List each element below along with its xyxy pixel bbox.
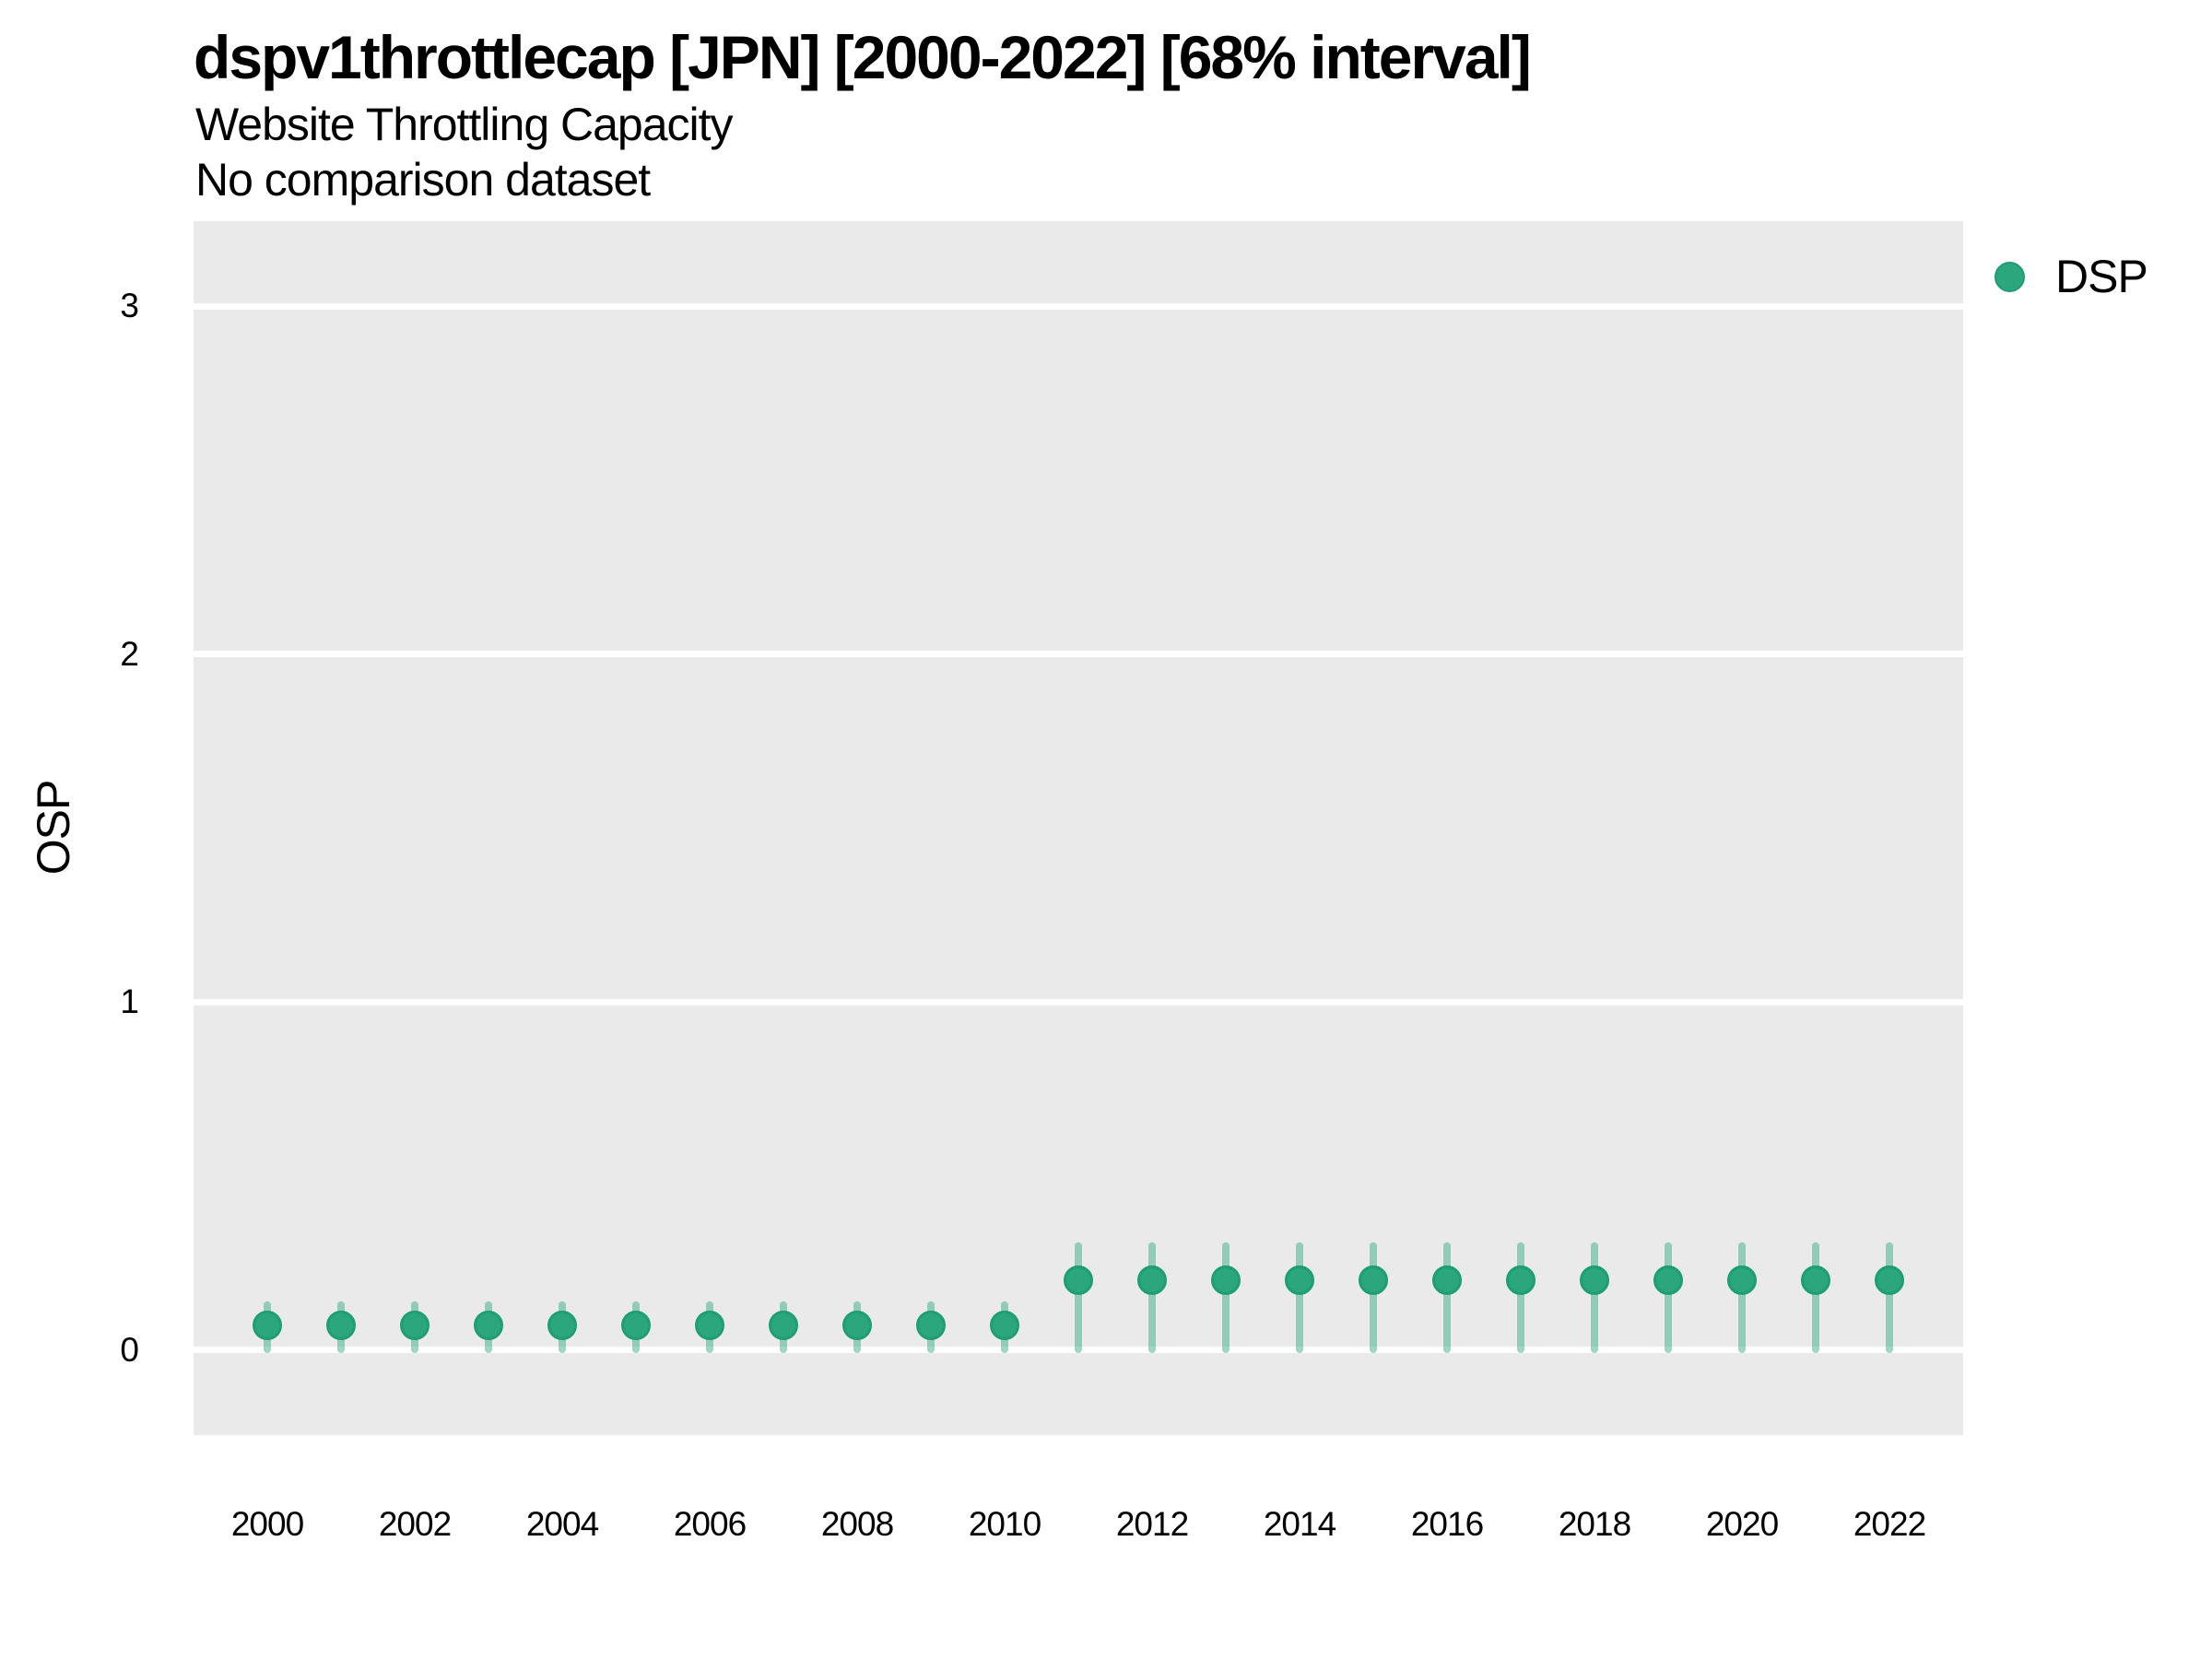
data-point-2014 [1285, 1265, 1314, 1296]
legend-point-icon [1994, 261, 2025, 292]
y-tick-label-1: 1 [120, 982, 139, 1021]
data-point-2010 [990, 1311, 1019, 1341]
x-tick-label-2022: 2022 [1853, 1505, 1926, 1543]
interval-bar-2014 [1296, 1241, 1303, 1354]
x-tick-label-2000: 2000 [230, 1505, 304, 1543]
data-point-2017 [1506, 1265, 1535, 1296]
x-tick-label-2002: 2002 [378, 1505, 452, 1543]
data-point-2007 [769, 1311, 798, 1341]
data-point-2018 [1580, 1265, 1609, 1296]
gridline-y-0 [194, 1347, 1963, 1354]
interval-bar-2018 [1591, 1241, 1598, 1354]
x-tick-label-2006: 2006 [673, 1505, 747, 1543]
chart-subtitle: Website Throttling Capacity [195, 99, 734, 150]
data-point-2016 [1432, 1265, 1462, 1296]
x-tick-label-2012: 2012 [1115, 1505, 1189, 1543]
interval-bar-2012 [1148, 1241, 1156, 1354]
y-tick-label-2: 2 [120, 634, 139, 673]
x-tick-label-2018: 2018 [1558, 1505, 1631, 1543]
interval-bar-2022 [1886, 1241, 1893, 1354]
data-point-2004 [547, 1311, 577, 1341]
data-point-2021 [1801, 1265, 1830, 1296]
legend: DSP [1994, 249, 2148, 304]
data-point-2009 [916, 1311, 946, 1341]
x-tick-label-2016: 2016 [1410, 1505, 1484, 1543]
data-point-2006 [695, 1311, 724, 1341]
gridline-y-1 [194, 998, 1963, 1006]
data-point-2001 [326, 1311, 356, 1341]
y-axis-title: OSP [28, 780, 79, 876]
x-tick-label-2008: 2008 [820, 1505, 894, 1543]
interval-bar-2021 [1812, 1241, 1819, 1354]
legend-label: DSP [2055, 251, 2148, 302]
interval-bar-2013 [1222, 1241, 1230, 1354]
data-point-2011 [1064, 1265, 1093, 1296]
x-tick-label-2014: 2014 [1263, 1505, 1336, 1543]
data-point-2022 [1875, 1265, 1904, 1296]
data-point-2013 [1211, 1265, 1241, 1296]
gridline-y-3 [194, 302, 1963, 310]
data-point-2003 [474, 1311, 503, 1341]
plot-panel [194, 221, 1963, 1435]
data-point-2008 [842, 1311, 872, 1341]
gridline-y-2 [194, 651, 1963, 658]
interval-bar-2017 [1517, 1241, 1524, 1354]
data-point-2005 [621, 1311, 651, 1341]
interval-bar-2011 [1075, 1241, 1082, 1354]
data-point-2000 [253, 1311, 282, 1341]
data-point-2020 [1727, 1265, 1757, 1296]
chart-title: dspv1throttlecap [JPN] [2000-2022] [68% … [194, 23, 1532, 91]
interval-bar-2015 [1370, 1241, 1377, 1354]
x-tick-label-2010: 2010 [968, 1505, 1041, 1543]
interval-bar-2019 [1665, 1241, 1672, 1354]
x-tick-label-2020: 2020 [1705, 1505, 1779, 1543]
comparison-note: No comparison dataset [195, 154, 651, 206]
data-point-2002 [400, 1311, 429, 1341]
data-point-2015 [1359, 1265, 1388, 1296]
data-point-2019 [1653, 1265, 1683, 1296]
interval-bar-2016 [1443, 1241, 1451, 1354]
y-tick-label-3: 3 [120, 287, 139, 325]
x-tick-label-2004: 2004 [525, 1505, 599, 1543]
y-tick-label-0: 0 [120, 1330, 139, 1369]
interval-bar-2020 [1738, 1241, 1746, 1354]
data-point-2012 [1137, 1265, 1167, 1296]
